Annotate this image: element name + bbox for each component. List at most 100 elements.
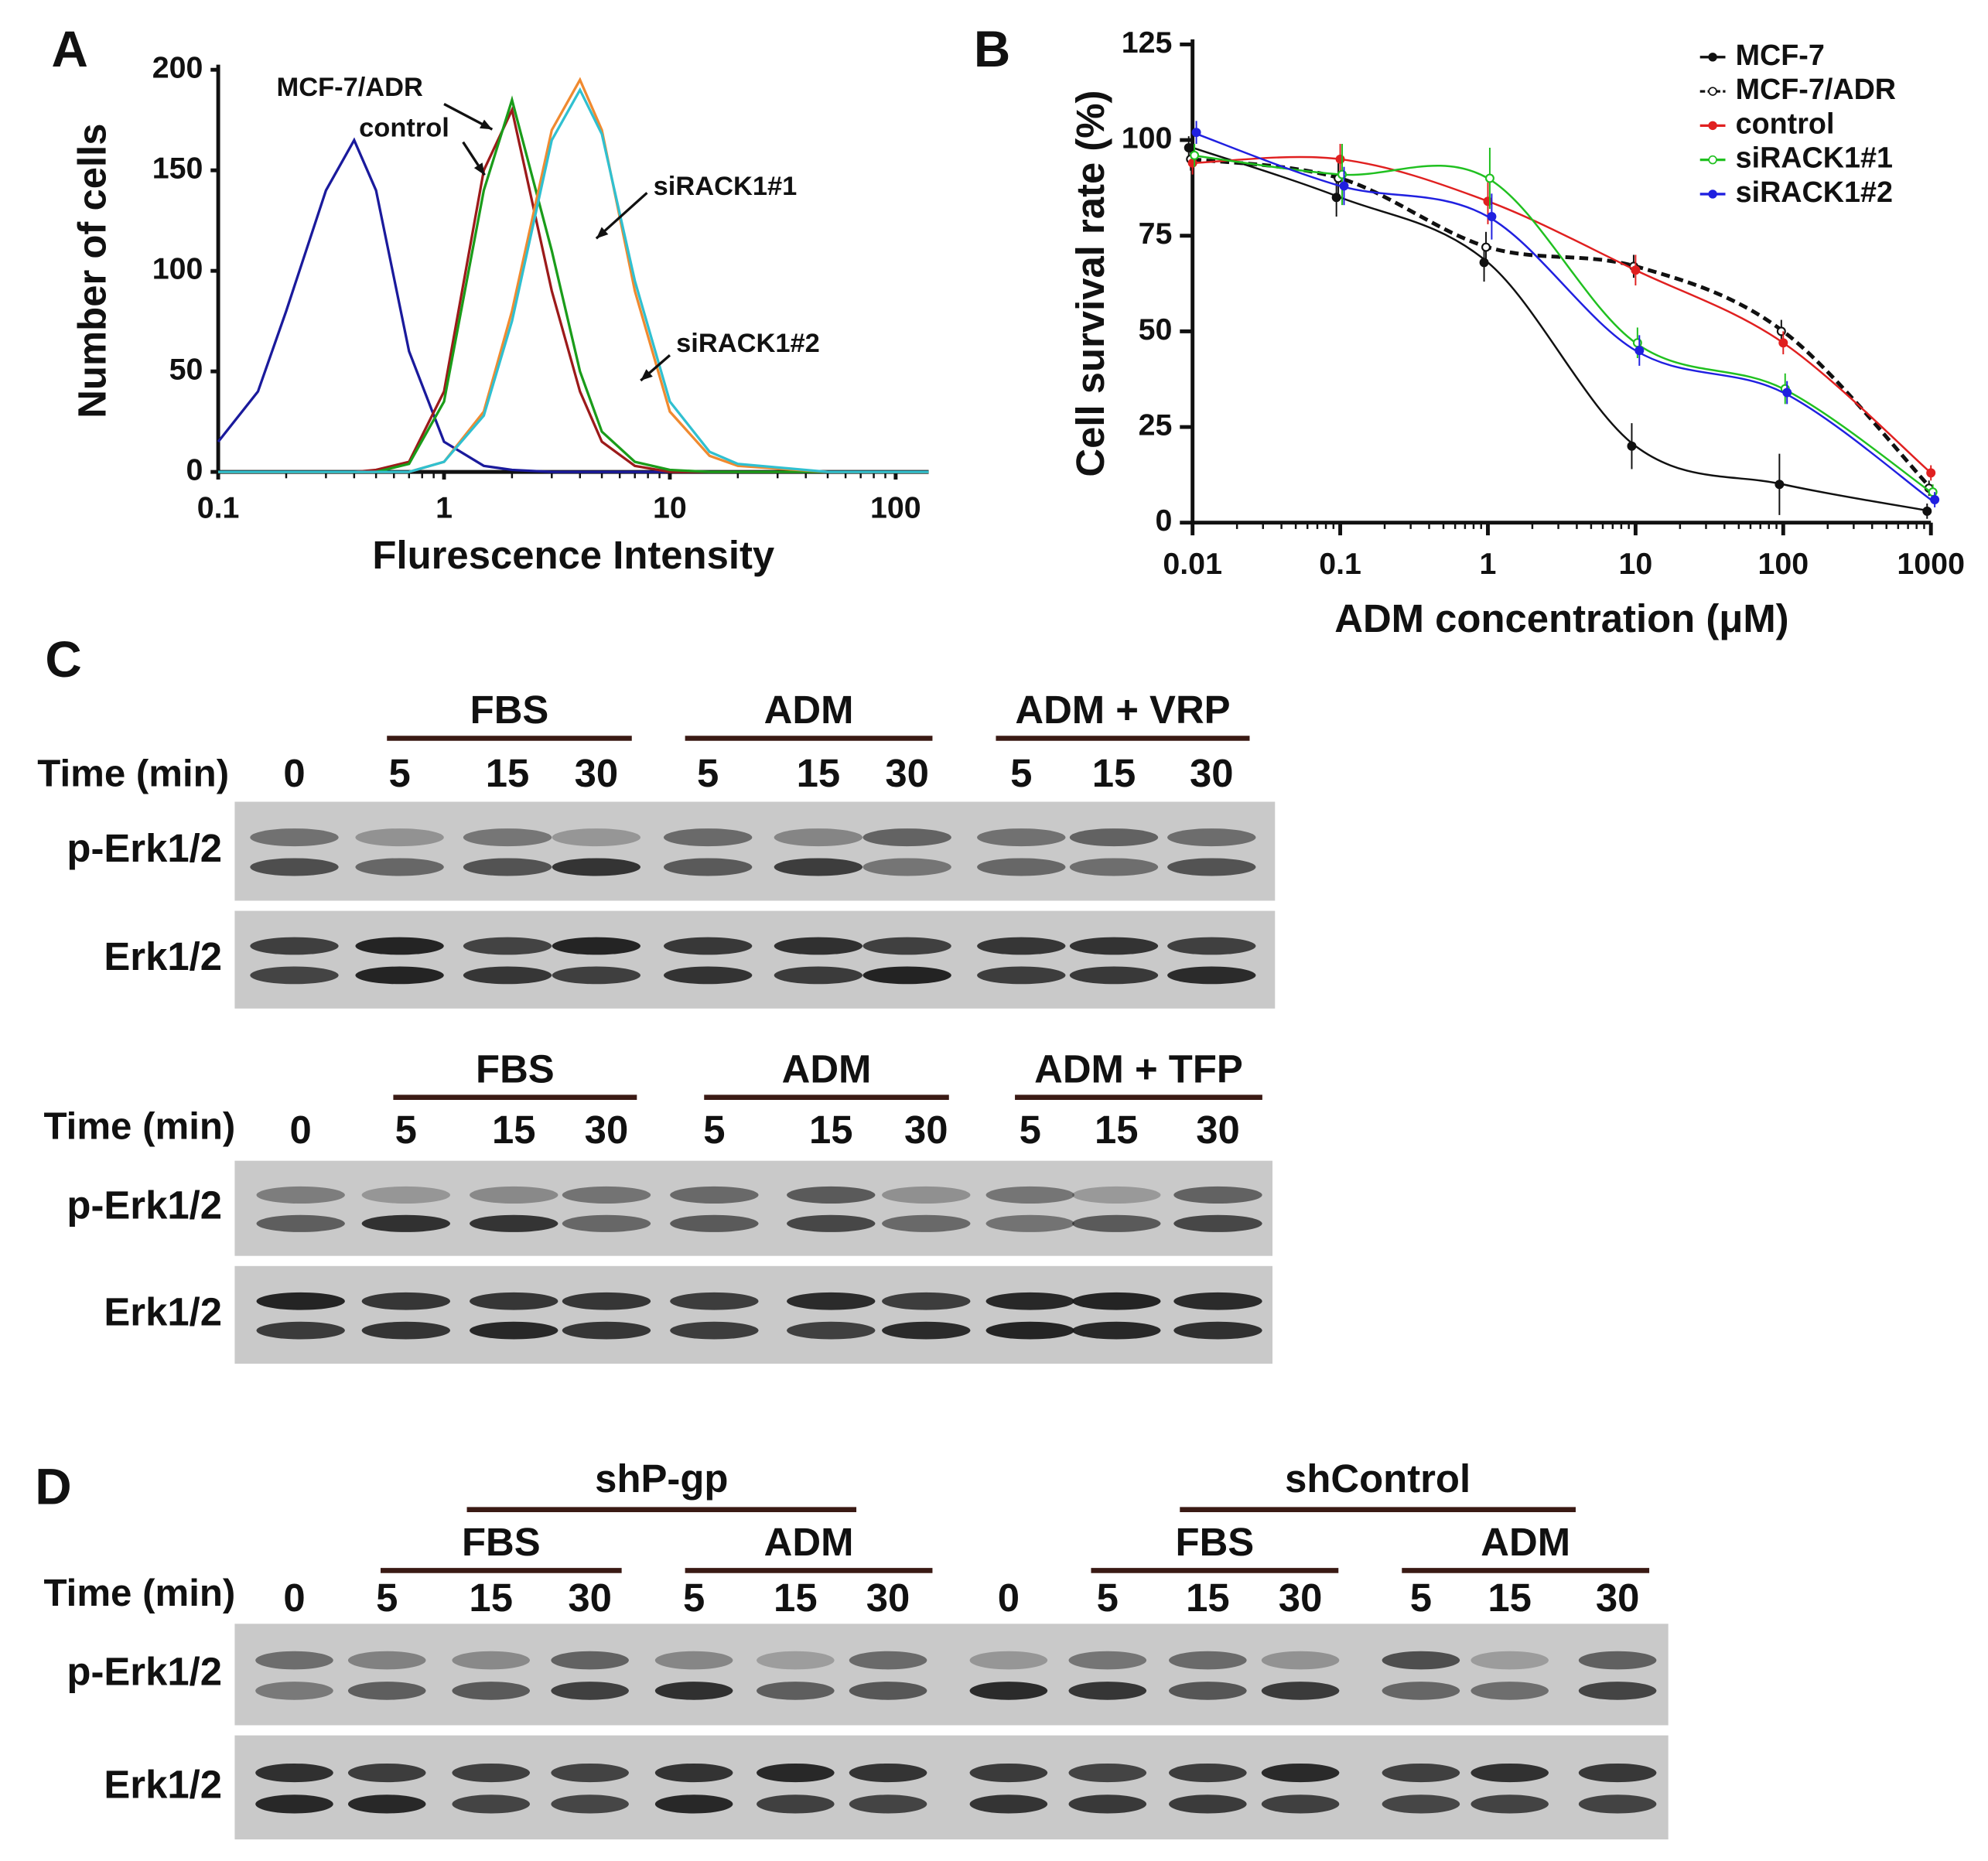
blot-band bbox=[361, 1292, 450, 1310]
blot-band bbox=[1173, 1292, 1262, 1310]
time-value: 0 bbox=[290, 1108, 312, 1152]
legend-label: MCF-7 bbox=[1736, 39, 1825, 71]
blot-band bbox=[1578, 1763, 1657, 1783]
blot-band bbox=[1167, 966, 1256, 985]
x-tick-label: 1 bbox=[1480, 547, 1497, 581]
blot-band bbox=[670, 1186, 759, 1204]
blot-band bbox=[1382, 1651, 1460, 1670]
data-point bbox=[1487, 212, 1497, 221]
annotation: siRACK1#1 bbox=[654, 172, 798, 201]
y-axis-title: Cell survival rate (%) bbox=[1068, 90, 1112, 477]
data-point bbox=[1627, 441, 1637, 451]
time-value: 15 bbox=[1488, 1576, 1532, 1620]
time-value: 30 bbox=[866, 1576, 910, 1620]
panel-label: C bbox=[45, 631, 81, 688]
time-value: 5 bbox=[1410, 1576, 1432, 1620]
histogram-line bbox=[218, 77, 929, 473]
blot-band bbox=[1578, 1682, 1657, 1700]
blot-band bbox=[1382, 1682, 1460, 1700]
blot-band bbox=[670, 1292, 759, 1310]
time-value: 0 bbox=[283, 1576, 305, 1620]
blot-band bbox=[1173, 1214, 1262, 1232]
blot-band bbox=[757, 1763, 835, 1783]
time-value: 15 bbox=[469, 1576, 513, 1620]
blot-band bbox=[452, 1682, 530, 1700]
blot-band bbox=[849, 1794, 927, 1814]
time-value: 15 bbox=[1186, 1576, 1230, 1620]
data-point bbox=[1926, 468, 1936, 478]
blot-strip bbox=[234, 801, 1276, 901]
legend-marker bbox=[1708, 53, 1717, 62]
group-label: ADM bbox=[1481, 1520, 1570, 1564]
blot-band bbox=[552, 858, 641, 876]
blot-band bbox=[1471, 1682, 1549, 1700]
blot-band bbox=[985, 1292, 1074, 1310]
group-label: ADM bbox=[764, 1520, 854, 1564]
annotation: MCF-7/ADR bbox=[277, 73, 424, 102]
blot-band bbox=[355, 966, 444, 985]
blot-band bbox=[774, 828, 863, 847]
blot-band bbox=[787, 1292, 876, 1310]
annotation: siRACK1#2 bbox=[676, 329, 820, 358]
blot-band bbox=[256, 1214, 345, 1232]
blot-band bbox=[552, 937, 641, 955]
blot-band bbox=[463, 966, 552, 985]
y-axis-title: Number of cells bbox=[70, 124, 114, 418]
data-point bbox=[1930, 495, 1940, 505]
data-point bbox=[1191, 128, 1201, 138]
blot-band bbox=[1069, 966, 1159, 985]
arrow-head bbox=[596, 227, 609, 239]
data-point bbox=[1481, 242, 1491, 252]
blot-band bbox=[862, 858, 951, 876]
blot-band bbox=[1169, 1651, 1247, 1670]
blot-band bbox=[347, 1794, 426, 1814]
blot-strip bbox=[234, 1265, 1272, 1364]
blot-band bbox=[774, 858, 863, 876]
data-point bbox=[1634, 346, 1645, 356]
blot-band bbox=[1069, 937, 1159, 955]
blot-band bbox=[255, 1794, 333, 1814]
time-value: 15 bbox=[486, 751, 530, 795]
blot-band bbox=[969, 1682, 1048, 1700]
time-value: 30 bbox=[585, 1108, 629, 1152]
blot-band bbox=[1069, 858, 1159, 876]
x-axis-title: Flurescence Intensity bbox=[372, 533, 774, 577]
blot-band bbox=[1072, 1321, 1161, 1340]
blot-band bbox=[663, 966, 753, 985]
y-tick-label: 100 bbox=[1122, 121, 1173, 155]
supergroup-label: shP-gp bbox=[595, 1456, 728, 1501]
blot-band bbox=[882, 1292, 971, 1310]
blot-band bbox=[551, 1651, 629, 1670]
data-point bbox=[1922, 506, 1932, 516]
y-tick-label: 0 bbox=[186, 453, 203, 487]
time-value: 5 bbox=[703, 1108, 725, 1152]
group-label: ADM + VRP bbox=[1015, 688, 1230, 732]
blot-band bbox=[551, 1794, 629, 1814]
blot-band bbox=[255, 1682, 333, 1700]
blot-band bbox=[849, 1651, 927, 1670]
blot-band bbox=[1471, 1763, 1549, 1783]
legend-marker bbox=[1708, 121, 1717, 131]
blot-band bbox=[1471, 1794, 1549, 1814]
blot-band bbox=[977, 966, 1066, 985]
x-tick-label: 0.1 bbox=[197, 491, 240, 525]
blot-band bbox=[470, 1214, 558, 1232]
supergroup-label: shControl bbox=[1285, 1456, 1471, 1501]
blot-band bbox=[1068, 1763, 1147, 1783]
y-tick-label: 50 bbox=[169, 353, 203, 387]
blot-band bbox=[361, 1321, 450, 1340]
blot-band bbox=[250, 966, 339, 985]
blot-band bbox=[1578, 1794, 1657, 1814]
blot-band bbox=[663, 858, 753, 876]
blot-band bbox=[470, 1292, 558, 1310]
time-value: 30 bbox=[904, 1108, 948, 1152]
blot-band bbox=[256, 1186, 345, 1204]
annotation: control bbox=[359, 113, 449, 142]
blot-band bbox=[654, 1794, 733, 1814]
x-axis-title: ADM concentration (μM) bbox=[1334, 596, 1788, 640]
blot-strip bbox=[234, 1624, 1669, 1726]
blot-band bbox=[670, 1321, 759, 1340]
blot-band bbox=[250, 858, 339, 876]
group-label: FBS bbox=[462, 1520, 541, 1564]
blot-band bbox=[1069, 828, 1159, 847]
